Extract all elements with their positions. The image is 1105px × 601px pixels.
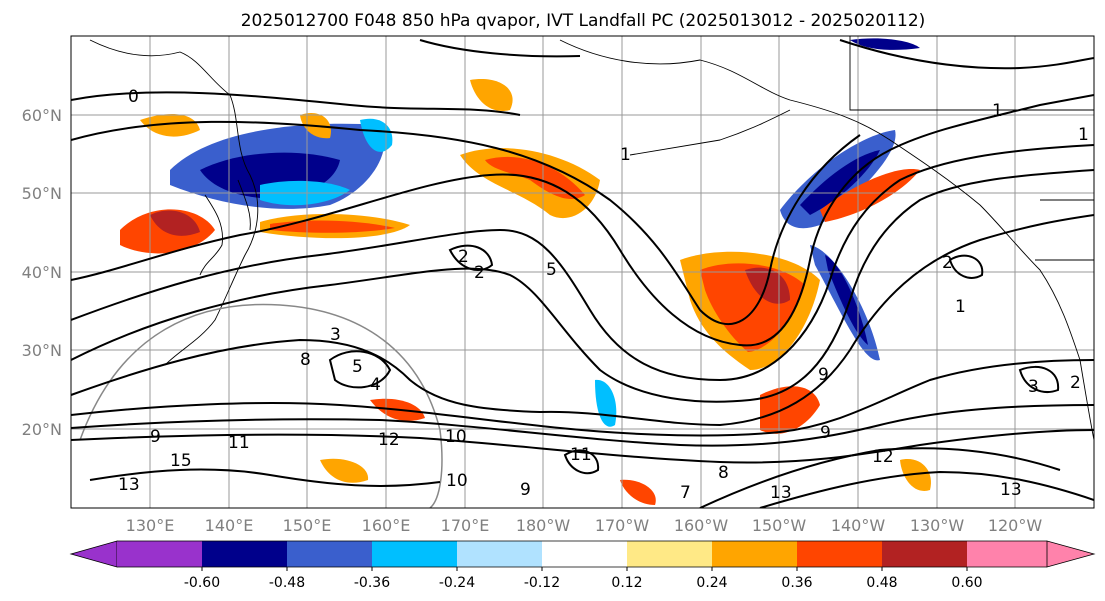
contour-label: 0	[128, 87, 139, 107]
colorbar-tick-label: 0.36	[781, 575, 812, 591]
colorbar-segment	[627, 541, 712, 567]
colorbar-tick-label: -0.60	[184, 575, 220, 591]
colorbar-segment	[457, 541, 542, 567]
colorbar-tick-label: 0.24	[696, 575, 727, 591]
colorbar-tick-label: -0.12	[524, 575, 560, 591]
lon-label: 140°E	[205, 516, 254, 535]
lat-label: 40°N	[22, 263, 62, 282]
contour-label: 12	[378, 430, 400, 450]
colorbar-tick-label: 0.48	[866, 575, 897, 591]
contour-label: 2	[474, 263, 485, 283]
lon-label: 160°E	[362, 516, 411, 535]
lon-label: 140°W	[831, 516, 886, 535]
colorbar-segment	[372, 541, 457, 567]
lon-label: 130°E	[126, 516, 175, 535]
lon-label: 130°W	[910, 516, 965, 535]
colorbar-segment	[882, 541, 967, 567]
contour-label: 2	[942, 253, 953, 273]
contour-label: 1	[992, 101, 1003, 121]
lon-label: 160°W	[674, 516, 729, 535]
contour-label: 12	[872, 447, 894, 467]
lon-label: 150°W	[752, 516, 807, 535]
contour-label: 13	[1000, 480, 1022, 500]
contour-label: 15	[170, 451, 192, 471]
contour-label: 10	[445, 427, 467, 447]
colorbar-tick-label: 0.12	[611, 575, 642, 591]
contour-label: 5	[352, 357, 363, 377]
lon-label: 120°W	[988, 516, 1043, 535]
contour-label: 13	[770, 483, 792, 503]
contour-label-group: 0 1 2 2 5 1 3 5 4 8 9 10 11 12 13 15 9 1…	[118, 87, 1089, 503]
longitude-labels: 130°E 140°E 150°E 160°E 170°E 180°W 170°…	[126, 516, 1043, 535]
contour-label: 1	[1078, 125, 1089, 145]
contour-label: 5	[546, 260, 557, 280]
contour-label: 7	[680, 483, 691, 503]
lat-label: 20°N	[22, 420, 62, 439]
map-panel: 0 1 2 2 5 1 3 5 4 8 9 10 11 12 13 15 9 1…	[71, 36, 1094, 508]
contour-label: 9	[818, 365, 829, 385]
contour-label: 3	[330, 325, 341, 345]
colorbar-low-extend	[69, 540, 118, 568]
contour-label: 1	[955, 297, 966, 317]
contour-label: 3	[1028, 377, 1039, 397]
colorbar-segment	[117, 541, 202, 567]
map-frame	[70, 35, 1095, 509]
contour-label: 2	[1070, 373, 1081, 393]
contour-label: 9	[150, 427, 161, 447]
colorbar-tick-label: -0.24	[439, 575, 475, 591]
lon-label: 170°E	[441, 516, 490, 535]
colorbar-tick-label: -0.36	[354, 575, 390, 591]
contour-label: 2	[458, 247, 469, 267]
colorbar-segment	[287, 541, 372, 567]
colorbar-segment	[967, 541, 1047, 567]
contour-label: 4	[370, 375, 381, 395]
contour-label: 8	[300, 350, 311, 370]
colorbar-segment	[797, 541, 882, 567]
contour-label: 13	[118, 475, 140, 495]
contour-label: 8	[718, 463, 729, 483]
colorbar: -0.60 -0.48 -0.36 -0.24 -0.12 0.12 0.24 …	[69, 540, 1096, 591]
colorbar-segment	[542, 541, 627, 567]
ivt-contours	[71, 39, 1094, 508]
lon-label: 180°W	[516, 516, 571, 535]
colorbar-tick-label: 0.60	[951, 575, 982, 591]
contour-label: 11	[228, 433, 250, 453]
contour-label: 9	[820, 423, 831, 443]
lat-label: 50°N	[22, 184, 62, 203]
great-circle-arc	[79, 303, 443, 508]
contour-label: 1	[620, 145, 631, 165]
latitude-labels: 60°N 50°N 40°N 30°N 20°N	[22, 106, 62, 439]
colorbar-segment	[712, 541, 797, 567]
colorbar-high-extend	[1046, 540, 1096, 568]
graticule	[71, 36, 1094, 508]
lat-label: 60°N	[22, 106, 62, 125]
figure-title: 2025012700 F048 850 hPa qvapor, IVT Land…	[241, 11, 926, 31]
coastlines	[89, 36, 1094, 441]
lat-label: 30°N	[22, 341, 62, 360]
contour-label: 10	[446, 471, 468, 491]
colorbar-ticks	[201, 567, 968, 571]
contour-label: 11	[570, 445, 592, 465]
lon-label: 170°W	[595, 516, 650, 535]
colorbar-segment	[202, 541, 287, 567]
lon-label: 150°E	[283, 516, 332, 535]
contour-label: 9	[520, 480, 531, 500]
colorbar-tick-label: -0.48	[269, 575, 305, 591]
